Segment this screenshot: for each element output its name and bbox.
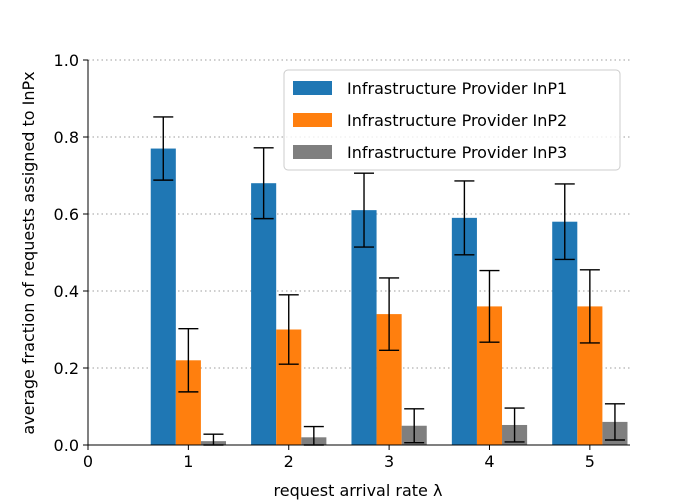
x-tick-label: 4 <box>484 452 494 471</box>
x-tick-label: 3 <box>384 452 394 471</box>
y-tick-label: 0.2 <box>54 359 79 378</box>
x-tick-label: 0 <box>83 452 93 471</box>
error-bar <box>354 172 375 248</box>
x-tick-label: 2 <box>284 452 294 471</box>
x-tick-label: 5 <box>585 452 595 471</box>
legend-label-inp3: Infrastructure Provider InP3 <box>347 143 567 162</box>
error-bar <box>178 328 199 393</box>
y-tick-label: 0.8 <box>54 128 79 147</box>
error-bar <box>404 408 425 444</box>
legend-label-inp2: Infrastructure Provider InP2 <box>347 111 567 130</box>
legend-frame <box>283 69 621 171</box>
error-bar <box>554 183 575 261</box>
error-bar <box>253 147 274 220</box>
error-bar <box>153 116 174 181</box>
error-bar <box>278 294 299 365</box>
bar-series-1-cat-4 <box>451 217 477 445</box>
error-bar <box>604 403 625 441</box>
error-bar <box>379 277 400 351</box>
x-ticks: 0 1 2 3 4 5 <box>83 445 595 471</box>
axes <box>87 60 630 446</box>
bar-series-1-cat-1 <box>150 148 176 446</box>
x-tick-label: 1 <box>183 452 193 471</box>
error-bar <box>504 407 525 443</box>
y-tick-label: 0.4 <box>54 282 79 301</box>
y-axis-label: average fraction of requests assigned to… <box>19 71 38 434</box>
bar-series-1-cat-2 <box>251 183 277 445</box>
error-bar <box>479 269 500 343</box>
x-axis-label: request arrival rate λ <box>274 481 443 500</box>
y-ticks: 0.0 0.2 0.4 0.6 0.8 1.0 <box>54 51 88 455</box>
y-tick-label: 0.6 <box>54 205 79 224</box>
bar-series-1-cat-3 <box>351 210 377 445</box>
error-bar <box>454 180 475 256</box>
y-tick-label: 0.0 <box>54 436 79 455</box>
legend: Infrastructure Provider InP1 Infrastruct… <box>283 69 621 171</box>
legend-swatch-inp3 <box>293 145 332 159</box>
y-tick-label: 1.0 <box>54 51 79 70</box>
legend-swatch-inp1 <box>293 81 332 95</box>
legend-label-inp1: Infrastructure Provider InP1 <box>347 79 567 98</box>
legend-swatch-inp2 <box>293 113 332 127</box>
error-bar <box>579 269 600 344</box>
